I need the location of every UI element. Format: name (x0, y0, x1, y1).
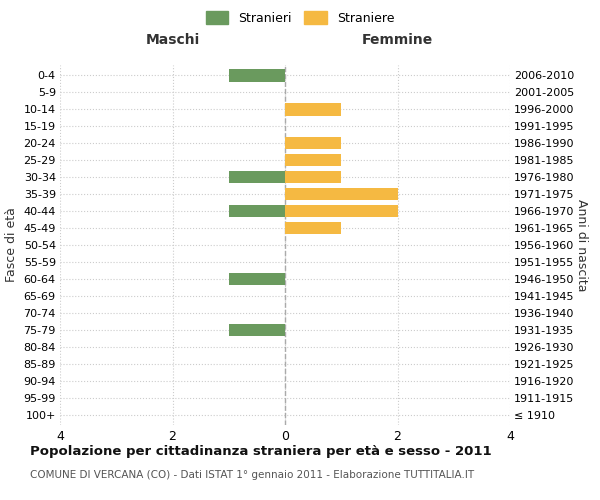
Text: Maschi: Maschi (145, 34, 200, 48)
Bar (285, 188, 398, 200)
Bar (285, 136, 341, 149)
Bar (285, 154, 341, 166)
Bar (229, 204, 285, 218)
Bar (229, 69, 285, 82)
Text: Fasce di età: Fasce di età (5, 208, 19, 282)
Legend: Stranieri, Straniere: Stranieri, Straniere (201, 6, 399, 30)
Text: Anni di nascita: Anni di nascita (575, 198, 589, 291)
Bar (285, 204, 398, 218)
Bar (229, 272, 285, 285)
Bar (229, 324, 285, 336)
Text: Femmine: Femmine (362, 34, 433, 48)
Text: Popolazione per cittadinanza straniera per età e sesso - 2011: Popolazione per cittadinanza straniera p… (30, 445, 491, 458)
Bar (285, 222, 341, 234)
Text: COMUNE DI VERCANA (CO) - Dati ISTAT 1° gennaio 2011 - Elaborazione TUTTITALIA.IT: COMUNE DI VERCANA (CO) - Dati ISTAT 1° g… (30, 470, 474, 480)
Bar (229, 170, 285, 183)
Bar (285, 170, 341, 183)
Bar (285, 103, 341, 116)
